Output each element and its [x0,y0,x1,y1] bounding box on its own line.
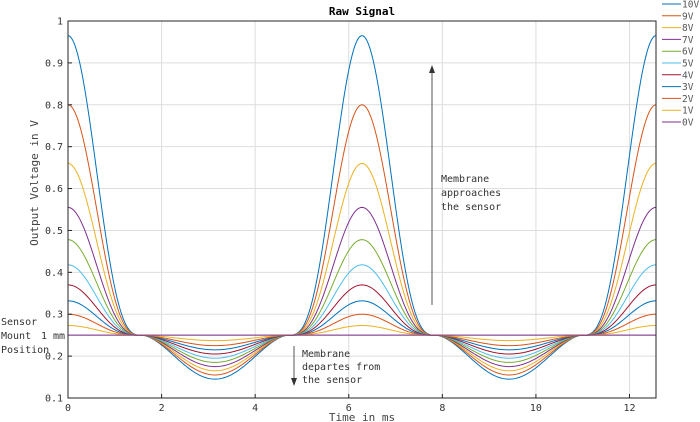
legend-label: 7V [682,35,694,46]
approach-label-line-1: Membrane [441,174,489,185]
chart-title: Raw Signal [329,5,395,18]
x-tick-label: 10 [530,403,542,414]
y-tick-label: 0.3 [45,310,63,321]
depart-label-line-3: the sensor [302,375,362,386]
x-tick-label: 6 [346,403,352,414]
series-lines [67,35,657,380]
series-line-5V [67,264,657,359]
y-axis-ticks: 0.1 0.2 0.3 0.4 0.5 0.6 0.7 0.8 0.9 1 [45,17,72,405]
series-line-7V [67,206,657,368]
series-line-6V [67,239,657,363]
legend-label: 10V [682,0,699,11]
mount-label-line-3: Position [1,345,49,356]
y-tick-label: 0.7 [45,142,63,153]
legend-label: 8V [682,23,694,34]
depart-arrow-head [291,378,297,386]
series-line-1V [67,325,657,342]
legend-label: 4V [682,70,694,81]
series-line-3V [67,300,657,351]
y-tick-label: 0.2 [45,352,63,363]
mount-value-label: 1 mm [41,331,65,342]
x-axis-label: Time in ms [329,411,395,422]
approach-label-line-3: the sensor [441,202,501,213]
legend-label: 6V [682,47,694,58]
approach-arrow-head [429,65,435,73]
mount-label-line-1: Sensor [1,317,37,328]
legend-label: 2V [682,94,694,105]
plot-frame [67,20,657,399]
series-line-10V [67,35,657,380]
depart-label-line-2: departes from [302,362,380,373]
legend-label: 5V [682,59,694,70]
depart-label-line-1: Membrane [302,349,350,360]
y-tick-label: 0.9 [45,58,63,69]
y-tick-label: 0.8 [45,100,63,111]
x-tick-label: 8 [439,403,445,414]
x-tick-label: 4 [252,403,258,414]
y-tick-label: 1 [57,17,63,28]
x-axis-ticks: 0 2 4 6 8 10 12 [65,394,636,414]
approach-label-line-2: approaches [441,188,501,199]
series-line-4V [67,284,657,355]
y-axis-label: Output Voltage in V [28,120,41,246]
annotations: Membrane approaches the sensor Membrane … [1,65,501,386]
x-tick-label: 0 [65,403,71,414]
series-line-2V [67,313,657,347]
y-tick-label: 0.6 [45,184,63,195]
legend-label: 3V [682,82,694,93]
x-tick-label: 2 [159,403,165,414]
legend-label: 9V [682,11,694,22]
y-tick-label: 0.4 [45,268,63,279]
series-line-9V [67,104,657,376]
legend-label: 1V [682,106,694,117]
y-tick-label: 0.1 [45,394,63,405]
series-line-8V [67,162,657,372]
mount-label-line-2: Mount [1,331,31,342]
legend-label: 0V [682,118,694,129]
y-tick-label: 0.5 [45,226,63,237]
x-tick-label: 12 [623,403,635,414]
